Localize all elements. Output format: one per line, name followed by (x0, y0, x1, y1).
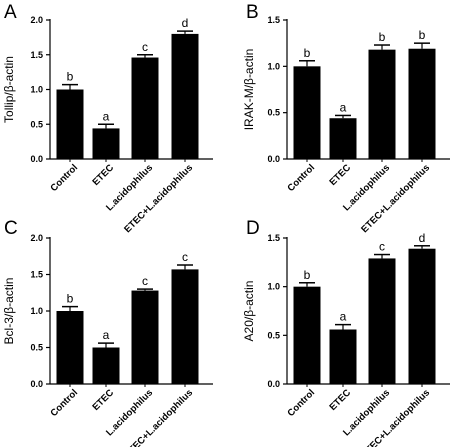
y-tick-label: 0.5 (30, 119, 43, 129)
bar (293, 66, 321, 159)
category-label: ETEC+L.acidophilus (122, 162, 195, 235)
significance-letter: b (379, 30, 386, 44)
y-tick-label: 2.0 (30, 15, 43, 25)
y-tick-label: 1.0 (267, 61, 280, 71)
category-label: ETEC (90, 387, 116, 413)
bar (408, 248, 436, 384)
y-tick-label: 0.0 (267, 379, 280, 389)
bar (92, 347, 120, 384)
panel-letter: B (246, 2, 259, 23)
bar (171, 269, 199, 384)
bar (171, 33, 199, 159)
bar (368, 49, 396, 159)
chart-panel-b: B IRAK-M/β-actin 0.0 0.5 1.0 1.5 b Control a ETEC… (242, 2, 450, 235)
significance-letter: a (103, 328, 110, 342)
category-label: ETEC (90, 162, 116, 188)
y-tick-label: 1.5 (30, 270, 43, 280)
category-label: ETEC+L.acidophilus (359, 162, 432, 235)
y-tick-label: 0.5 (30, 343, 43, 353)
significance-letter: a (340, 100, 347, 114)
bar (131, 57, 159, 159)
bar (56, 89, 84, 159)
significance-letter: c (142, 40, 148, 54)
significance-letter: c (182, 250, 188, 264)
category-label: ETEC+L.acidophilus (359, 387, 432, 447)
y-tick-label: 1.5 (267, 15, 280, 25)
significance-letter: a (103, 109, 110, 123)
significance-letter: d (419, 231, 426, 245)
panel-letter: C (4, 218, 18, 239)
bar (293, 286, 321, 384)
y-tick-label: 1.0 (30, 85, 43, 95)
y-axis-label: IRAK-M/β-actin (242, 49, 256, 131)
y-tick-label: 0.5 (267, 330, 280, 340)
category-label: Control (285, 387, 317, 419)
y-tick-label: 2.0 (30, 233, 43, 243)
category-label: ETEC (327, 162, 353, 188)
y-tick-label: 1.0 (30, 306, 43, 316)
bar (92, 128, 120, 159)
bar (368, 258, 396, 384)
bar (131, 290, 159, 384)
y-axis-label: Tollip/β-actin (2, 56, 16, 123)
category-label: Control (48, 387, 80, 419)
chart-panel-a: A Tollip/β-actin 0.0 0.5 1.0 1.5 2.0 b Control a E… (2, 2, 213, 235)
category-label: Control (48, 162, 80, 194)
significance-letter: c (379, 240, 385, 254)
significance-letter: b (304, 268, 311, 282)
panel-letter: D (246, 218, 260, 239)
y-tick-label: 0.5 (267, 108, 280, 118)
significance-letter: b (67, 70, 74, 84)
category-label: ETEC (327, 387, 353, 413)
chart-panel-d: DA20/β-actin0.00.51.01.5bControlaETECcL.… (242, 218, 450, 447)
significance-letter: b (67, 292, 74, 306)
significance-letter: d (182, 16, 189, 30)
y-tick-label: 0.0 (30, 379, 43, 389)
significance-letter: b (304, 46, 311, 60)
y-tick-label: 1.5 (30, 50, 43, 60)
panel-letter: A (4, 2, 17, 23)
chart-panel-c: C Bcl-3/β-actin 0.0 0.5 1.0 1.5 2.0 b Control a ET… (2, 218, 213, 447)
category-label: ETEC+L.acidophilus (122, 387, 195, 447)
bar (329, 118, 357, 159)
y-tick-label: 0.0 (267, 154, 280, 164)
y-tick-label: 1.0 (267, 282, 280, 292)
bar (329, 329, 357, 384)
significance-letter: c (142, 274, 148, 288)
y-axis-label: A20/β-actin (242, 281, 256, 342)
y-tick-label: 1.5 (267, 233, 280, 243)
category-label: Control (285, 162, 317, 194)
y-tick-label: 0.0 (30, 154, 43, 164)
significance-letter: b (419, 28, 426, 42)
bar (56, 311, 84, 384)
y-axis-label: Bcl-3/β-actin (2, 278, 16, 345)
bar (408, 48, 436, 159)
significance-letter: a (340, 310, 347, 324)
